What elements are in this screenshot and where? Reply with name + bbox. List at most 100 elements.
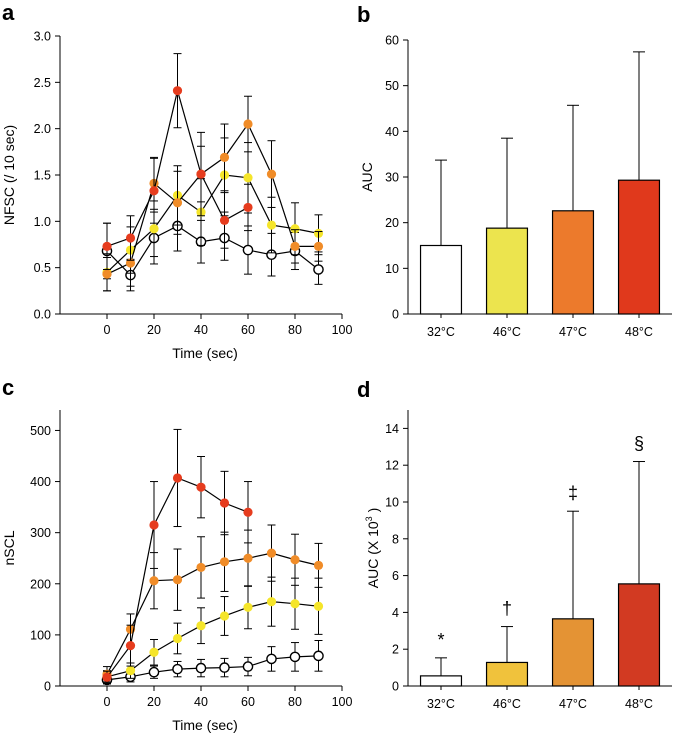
bar-46°C — [485, 227, 529, 315]
data-point — [243, 602, 253, 612]
series-line-32°C — [106, 655, 319, 681]
panel-d-auc-bar-chart: 0 2 4 6 8 10 12 14 32°C * 46°C † 47°C ‡ 48°C § AUC (X 10… — [364, 410, 672, 711]
data-point — [243, 507, 253, 517]
data-point — [102, 241, 112, 251]
y-tick-label: 2.5 — [34, 76, 51, 90]
data-point — [102, 672, 112, 682]
data-point — [313, 241, 324, 251]
panel-a-nfsc-line-chart: 0.0 0.5 1.0 1.5 2.0 2.5 3.0 0 20 40 60 80 100 Time (s… — [1, 30, 352, 362]
y-tick-label: 10 — [385, 262, 399, 276]
data-point — [313, 650, 324, 662]
bar-32°C — [419, 244, 463, 315]
data-point — [266, 169, 277, 179]
data-point — [148, 666, 160, 678]
series-line-46°C — [106, 174, 319, 273]
bar-32°C — [419, 675, 463, 687]
x-tick-label: 47°C — [559, 325, 587, 339]
y-axis-label-main: AUC (X 10 — [365, 521, 381, 588]
data-point — [243, 553, 253, 563]
x-tick-label: 0 — [104, 695, 111, 709]
x-tick-label: 100 — [332, 695, 353, 709]
data-point — [313, 601, 324, 611]
y-tick-label: 300 — [30, 526, 51, 540]
y-axis-label: NFSC (/ 10 sec) — [1, 125, 17, 225]
y-tick-label: 500 — [30, 424, 51, 438]
panel-letter-b: b — [357, 2, 370, 27]
data-point — [172, 663, 183, 675]
data-point — [290, 555, 300, 565]
y-axis-label-end: ) — [365, 508, 381, 517]
y-tick-label: 0 — [392, 680, 399, 694]
y-tick-label: 200 — [30, 577, 51, 591]
data-point — [243, 119, 253, 129]
data-point — [219, 662, 230, 673]
x-tick-label: 100 — [332, 323, 353, 337]
data-point — [149, 224, 159, 234]
y-tick-label: 3.0 — [34, 30, 51, 44]
y-tick-label: 20 — [385, 216, 399, 230]
data-point — [196, 621, 206, 631]
y-tick-label: 4 — [392, 606, 399, 620]
x-tick-label: 32°C — [427, 325, 455, 339]
y-axis-label: AUC (X 103 ) — [364, 508, 381, 589]
data-point — [290, 599, 300, 609]
data-point — [242, 244, 254, 256]
y-axis-label: nSCL — [1, 530, 17, 565]
x-tick-label: 60 — [241, 323, 255, 337]
panel-letter-a: a — [2, 0, 15, 25]
y-tick-label: 100 — [30, 628, 51, 642]
series-line-46°C — [106, 601, 319, 678]
data-point — [172, 633, 183, 644]
data-point — [196, 482, 206, 492]
data-point — [290, 241, 300, 251]
data-point — [196, 562, 206, 573]
panel-b-auc-bar-chart: 0 10 20 30 40 50 60 32°C 46°C 47°C 48°C AUC — [359, 34, 672, 339]
data-point — [172, 198, 183, 208]
data-point — [290, 224, 300, 234]
y-tick-label: 10 — [385, 496, 399, 510]
x-tick-label: 40 — [194, 323, 208, 337]
series-line-47°C — [106, 552, 319, 675]
data-point — [219, 152, 230, 162]
data-point — [149, 647, 159, 657]
data-point — [172, 575, 183, 585]
data-point — [266, 597, 277, 607]
x-axis-label: Time (sec) — [172, 345, 238, 361]
y-tick-label: 1.0 — [34, 215, 51, 229]
x-tick-label: 32°C — [427, 697, 455, 711]
y-tick-label: 60 — [385, 34, 399, 48]
data-point — [219, 557, 230, 567]
y-tick-label: 50 — [385, 79, 399, 93]
data-point — [125, 666, 136, 676]
x-tick-label: 20 — [147, 695, 161, 709]
significance-marker: † — [502, 599, 512, 619]
series-32°C — [101, 640, 324, 686]
data-point — [242, 661, 254, 672]
significance-marker: ‡ — [568, 483, 578, 503]
x-tick-label: 40 — [194, 695, 208, 709]
x-tick-label: 48°C — [625, 697, 653, 711]
panel-letter-c: c — [2, 375, 14, 400]
y-tick-label: 30 — [385, 171, 399, 185]
x-tick-label: 0 — [104, 323, 111, 337]
y-axis-label-main: AUC — [359, 162, 375, 192]
y-tick-label: 12 — [385, 459, 399, 473]
y-tick-label: 14 — [385, 422, 399, 436]
data-point — [196, 169, 206, 179]
x-tick-label: 46°C — [493, 697, 521, 711]
data-point — [125, 641, 136, 651]
data-point — [149, 186, 159, 196]
y-tick-label: 6 — [392, 569, 399, 583]
data-point — [102, 269, 112, 279]
x-axis-label: Time (sec) — [172, 717, 238, 733]
data-point — [219, 215, 230, 226]
data-point — [149, 520, 159, 530]
bar-46°C — [485, 661, 529, 687]
y-axis-label-exponent: 3 — [364, 516, 374, 521]
x-tick-label: 20 — [147, 323, 161, 337]
series-line-32°C — [106, 225, 319, 277]
y-tick-label: 0.5 — [34, 261, 51, 275]
x-tick-label: 48°C — [625, 325, 653, 339]
y-tick-label: 40 — [385, 125, 399, 139]
